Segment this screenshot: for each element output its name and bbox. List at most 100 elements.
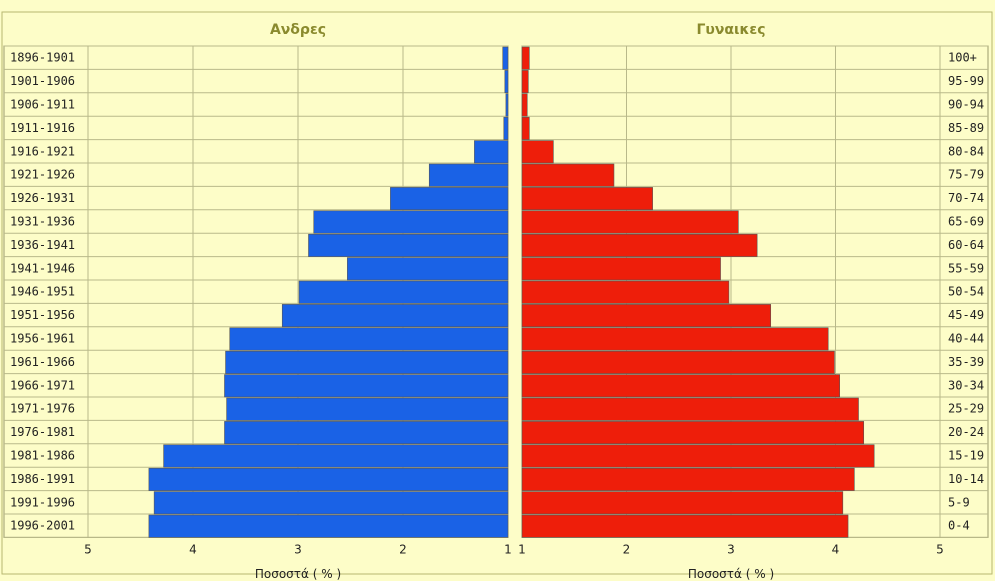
male-bar [347, 257, 509, 281]
female-bar [521, 140, 554, 164]
age-group-label: 50-54 [948, 285, 984, 299]
female-bar [521, 304, 772, 328]
age-group-label: 95-99 [948, 74, 984, 88]
female-bar [521, 327, 829, 351]
right-x-tick-label: 2 [623, 542, 631, 556]
age-group-label: 65-69 [948, 215, 984, 229]
female-bar [521, 514, 849, 538]
age-group-label: 25-29 [948, 402, 984, 416]
male-bar [298, 280, 509, 304]
female-bar [521, 70, 529, 94]
right-x-tick-label: 1 [518, 542, 526, 556]
birth-period-label: 1951-1956 [10, 308, 75, 322]
female-bar [521, 280, 730, 304]
birth-period-label: 1896-1901 [10, 51, 75, 65]
birth-period-label: 1976-1981 [10, 425, 75, 439]
age-group-label: 60-64 [948, 238, 984, 252]
right-x-tick-label: 5 [936, 542, 944, 556]
female-bar [521, 187, 653, 211]
male-bar [224, 421, 509, 445]
birth-period-label: 1961-1966 [10, 355, 75, 369]
age-group-label: 90-94 [948, 98, 984, 112]
male-bar [504, 70, 509, 94]
female-bar [521, 421, 865, 445]
age-group-label: 0-4 [948, 519, 970, 533]
left-x-axis-label: Ποσοστά ( % ) [255, 567, 341, 581]
birth-period-label: 1931-1936 [10, 215, 75, 229]
birth-period-label: 1926-1931 [10, 191, 75, 205]
male-bar [505, 93, 509, 117]
birth-period-label: 1936-1941 [10, 238, 75, 252]
age-group-label: 35-39 [948, 355, 984, 369]
birth-period-label: 1921-1926 [10, 168, 75, 182]
male-bar [281, 304, 509, 328]
left-x-tick-label: 4 [189, 542, 197, 556]
male-bar [163, 444, 509, 468]
age-group-label: 85-89 [948, 121, 984, 135]
male-bar [148, 514, 509, 538]
male-bar [224, 374, 509, 398]
birth-period-label: 1946-1951 [10, 285, 75, 299]
age-group-label: 45-49 [948, 308, 984, 322]
birth-period-label: 1996-2001 [10, 519, 75, 533]
male-bar [503, 116, 509, 140]
age-group-label: 30-34 [948, 378, 984, 392]
age-group-label: 40-44 [948, 332, 984, 346]
age-group-label: 55-59 [948, 261, 984, 275]
right-x-tick-label: 4 [832, 542, 840, 556]
female-bar [521, 210, 739, 234]
left-panel-title: Ανδρες [270, 22, 326, 38]
birth-period-label: 1956-1961 [10, 332, 75, 346]
male-bar [226, 397, 509, 421]
left-x-tick-label: 3 [294, 542, 302, 556]
left-x-tick-label: 2 [399, 542, 407, 556]
birth-period-label: 1986-1991 [10, 472, 75, 486]
female-bar [521, 444, 875, 468]
female-bar [521, 233, 758, 257]
age-group-label: 5-9 [948, 495, 970, 509]
age-group-label: 15-19 [948, 449, 984, 463]
male-bar [428, 163, 509, 187]
birth-period-label: 1906-1911 [10, 98, 75, 112]
female-bar [521, 374, 840, 398]
male-bar [153, 491, 509, 515]
right-x-axis-label: Ποσοστά ( % ) [688, 567, 774, 581]
right-x-tick-label: 3 [727, 542, 735, 556]
left-x-tick-label: 1 [504, 542, 512, 556]
male-bar [148, 467, 509, 491]
male-bar [225, 350, 509, 374]
male-bar [474, 140, 509, 164]
female-bar [521, 163, 615, 187]
female-bar [521, 350, 835, 374]
female-bar [521, 93, 528, 117]
age-group-label: 80-84 [948, 144, 984, 158]
chart-frame [1, 11, 993, 575]
age-group-label: 100+ [948, 51, 977, 65]
left-x-tick-label: 5 [84, 542, 92, 556]
birth-period-label: 1941-1946 [10, 261, 75, 275]
male-bar [229, 327, 509, 351]
female-bar [521, 116, 530, 140]
male-bar [390, 187, 509, 211]
age-group-label: 10-14 [948, 472, 984, 486]
birth-period-label: 1971-1976 [10, 402, 75, 416]
female-bar [521, 257, 721, 281]
female-bar [521, 397, 859, 421]
birth-period-label: 1901-1906 [10, 74, 75, 88]
age-group-label: 70-74 [948, 191, 984, 205]
birth-period-label: 1966-1971 [10, 378, 75, 392]
right-panel-title: Γυναικες [696, 22, 765, 38]
male-bar [502, 46, 509, 70]
age-group-label: 75-79 [948, 168, 984, 182]
female-bar [521, 491, 844, 515]
birth-period-label: 1981-1986 [10, 449, 75, 463]
male-bar [308, 233, 509, 257]
birth-period-label: 1916-1921 [10, 144, 75, 158]
female-bar [521, 46, 530, 70]
birth-period-label: 1911-1916 [10, 121, 75, 135]
birth-period-label: 1991-1996 [10, 495, 75, 509]
age-group-label: 20-24 [948, 425, 984, 439]
male-bar [313, 210, 509, 234]
